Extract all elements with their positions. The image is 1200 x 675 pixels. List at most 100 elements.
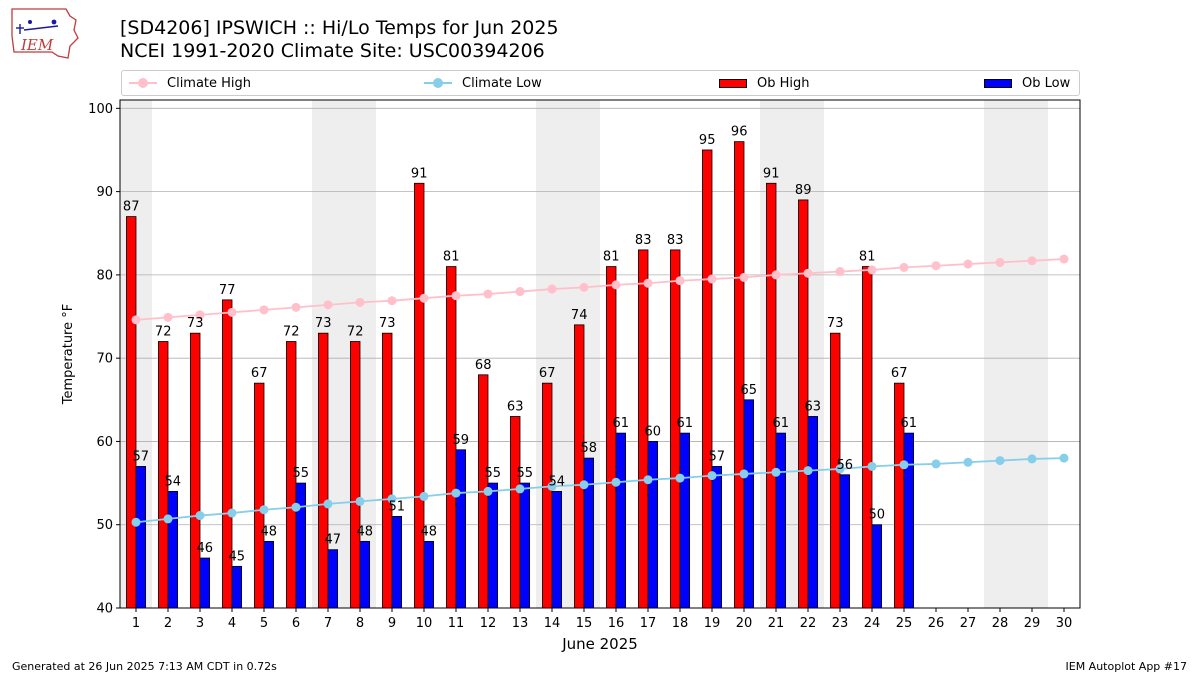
ob-high-label: 73 <box>379 316 396 331</box>
x-tick-label: 25 <box>896 616 913 631</box>
ob-high-label: 67 <box>891 366 908 381</box>
ob-low-bar <box>263 540 275 609</box>
climate-low-point <box>643 475 653 485</box>
ob-high-bar <box>349 341 361 609</box>
ob-low-bar <box>423 540 435 609</box>
ob-high-bar <box>734 141 745 609</box>
x-tick-label: 6 <box>292 616 300 631</box>
climate-low-point <box>867 461 877 471</box>
climate-low-point <box>163 514 173 524</box>
legend-climate-high-label: Climate High <box>167 75 252 91</box>
ob-low-label: 57 <box>133 449 150 464</box>
ob-high-label: 72 <box>155 325 172 340</box>
climate-low-point <box>995 456 1005 466</box>
ob-high-label: 72 <box>347 325 364 340</box>
ob-high-bar <box>542 382 553 609</box>
climate-high-point <box>387 296 397 306</box>
climate-low-point <box>547 481 557 491</box>
climate-high-point <box>291 302 301 312</box>
climate-high-point <box>1027 256 1037 266</box>
ob-high-label: 67 <box>539 366 556 381</box>
climate-high-point <box>1059 254 1069 264</box>
x-tick-label: 27 <box>960 616 977 631</box>
legend-ob-high-label: Ob High <box>757 75 810 91</box>
climate-high-point <box>739 272 749 282</box>
ob-low-label: 48 <box>261 524 278 539</box>
climate-high-point <box>899 262 909 272</box>
climate-low-point <box>291 502 301 512</box>
ob-low-bar <box>743 399 755 609</box>
climate-low-point <box>771 467 781 477</box>
climate-high-point <box>579 282 589 292</box>
climate-low-point <box>611 477 621 487</box>
x-tick-label: 22 <box>800 616 817 631</box>
x-axis-label: June 2025 <box>561 635 638 653</box>
x-tick-label: 20 <box>736 616 753 631</box>
climate-high-point <box>963 259 973 269</box>
climate-high-point <box>419 293 429 303</box>
x-tick-label: 9 <box>388 616 396 631</box>
ob-high-label: 81 <box>443 250 460 265</box>
ob-high-label: 91 <box>763 166 780 181</box>
ob-low-label: 54 <box>549 474 566 489</box>
x-tick-label: 17 <box>640 616 657 631</box>
legend-ob-high-swatch <box>719 78 747 88</box>
ob-high-label: 87 <box>123 200 140 215</box>
x-tick-label: 29 <box>1024 616 1041 631</box>
ob-low-bar <box>615 432 627 609</box>
ob-high-label: 67 <box>251 366 268 381</box>
ob-high-label: 68 <box>475 358 492 373</box>
y-tick-label: 40 <box>96 602 113 617</box>
x-tick-label: 12 <box>480 616 497 631</box>
logo-text: IEM <box>20 36 54 54</box>
ob-low-bar <box>679 432 691 609</box>
climate-high-point <box>931 261 941 271</box>
x-tick-label: 21 <box>768 616 785 631</box>
ob-low-bar <box>647 441 659 609</box>
climate-high-point <box>867 265 877 275</box>
climate-low-point <box>963 457 973 467</box>
climate-high-point <box>547 284 557 294</box>
climate-low-point <box>483 486 493 496</box>
ob-low-bar <box>295 482 307 609</box>
legend-climate-low: Climate Low <box>424 71 542 95</box>
ob-low-bar <box>359 540 371 609</box>
x-tick-label: 11 <box>448 616 465 631</box>
ob-low-label: 60 <box>645 424 662 439</box>
legend-ob-low-swatch <box>984 78 1012 88</box>
ob-high-bar <box>702 149 713 609</box>
ob-low-bar <box>487 482 499 609</box>
ob-high-label: 73 <box>827 316 844 331</box>
chart-subtitle: NCEI 1991-2020 Climate Site: USC00394206 <box>120 40 545 62</box>
y-tick-label: 50 <box>96 518 113 533</box>
ob-high-bar <box>509 416 521 609</box>
climate-high-point <box>163 312 173 322</box>
climate-low-point <box>387 494 397 504</box>
ob-high-label: 95 <box>699 133 716 148</box>
climate-low-point <box>259 505 269 515</box>
x-tick-label: 28 <box>992 616 1009 631</box>
ob-high-label: 91 <box>411 166 428 181</box>
ob-low-bar <box>903 432 915 609</box>
ob-high-bar <box>381 332 393 609</box>
legend-climate-low-swatch <box>424 78 452 88</box>
climate-high-line <box>135 258 1065 321</box>
x-tick-label: 8 <box>356 616 364 631</box>
ob-low-label: 61 <box>773 416 790 431</box>
x-tick-label: 5 <box>260 616 268 631</box>
weekend-shade <box>1016 100 1048 608</box>
x-tick-label: 24 <box>864 616 881 631</box>
climate-high-point <box>675 276 685 286</box>
ob-high-label: 96 <box>731 125 748 140</box>
x-tick-label: 30 <box>1056 616 1073 631</box>
ob-low-label: 50 <box>869 508 886 523</box>
ob-low-bar <box>519 482 531 609</box>
climate-low-point <box>931 459 941 469</box>
legend-climate-high-swatch <box>129 78 157 88</box>
ob-low-label: 47 <box>325 533 342 548</box>
iem-logo: IEM <box>11 8 79 59</box>
ob-high-bar <box>126 216 137 609</box>
climate-high-point <box>323 300 333 310</box>
ob-low-bar <box>807 416 819 609</box>
